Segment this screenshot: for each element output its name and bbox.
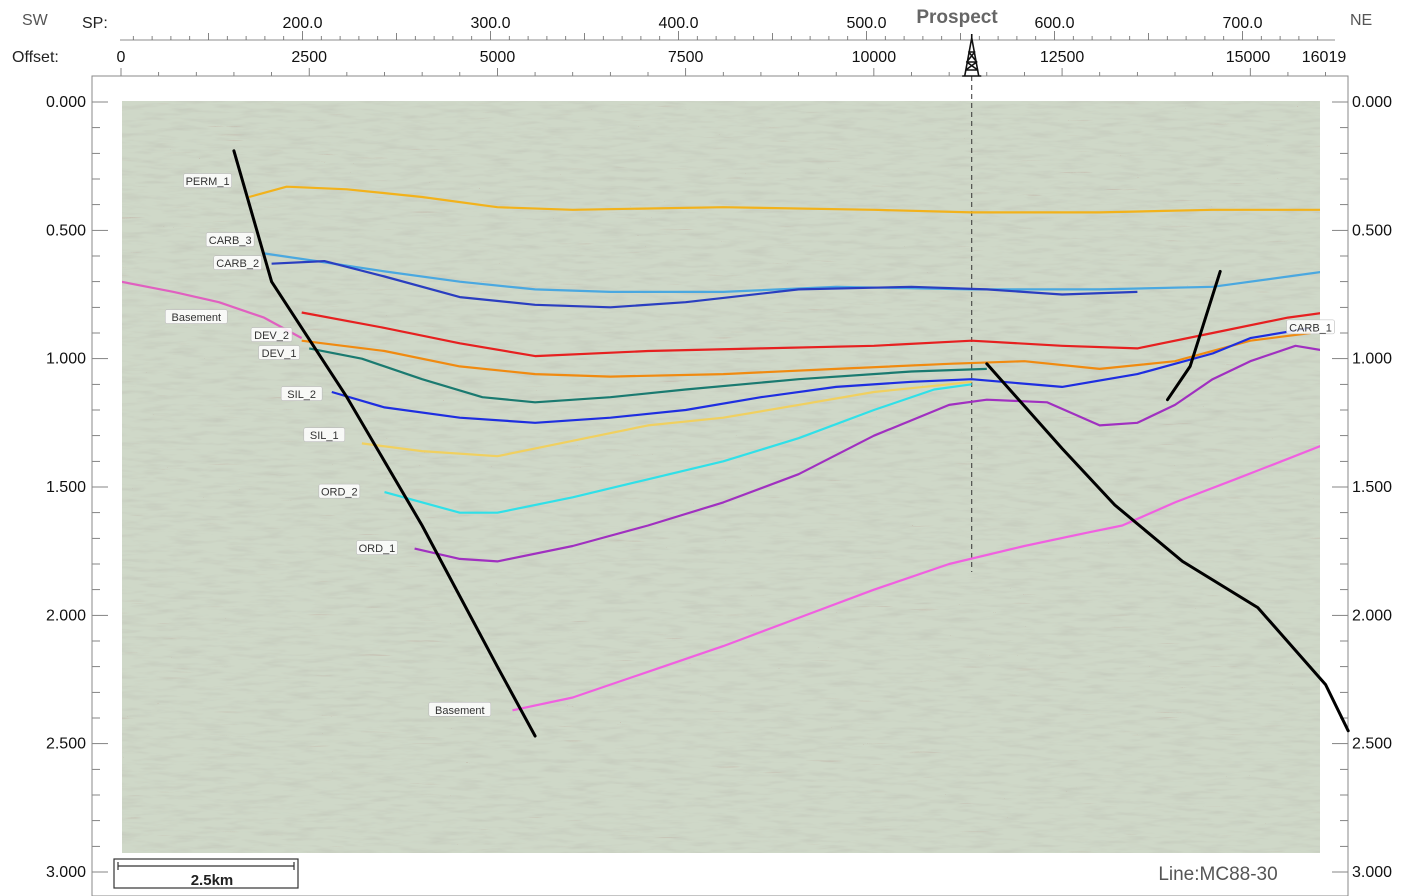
offset-tick-label: 2500: [291, 49, 327, 66]
sp-tick-label: 700.0: [1222, 15, 1262, 32]
sp-axis: 200.0 300.0 400.0 500.0 600.0 700.0: [120, 15, 1335, 41]
horizon-ord-1: [414, 344, 1320, 563]
horizon-perm-1: [248, 185, 1320, 214]
ne-label: NE: [1350, 12, 1372, 29]
time-tick-label: 1.500: [1352, 479, 1392, 496]
horizon-label-text: Basement: [172, 312, 222, 324]
horizon-label-box: [280, 386, 323, 401]
offset-axis: 0 2500 5000 7500 10000 12500 15000 16019: [117, 49, 1347, 76]
time-tick-label: 1.000: [1352, 351, 1392, 368]
horizon-label-box: [183, 173, 232, 188]
horizon-label: DEV_2: [250, 327, 293, 342]
sp-tick-label: 200.0: [282, 15, 322, 32]
horizon-label-box: [258, 345, 300, 360]
time-tick-label: 0.500: [1352, 222, 1392, 239]
sp-tick-label: 400.0: [658, 15, 698, 32]
horizon-label-box: [303, 427, 346, 442]
time-tick-label: 0.000: [46, 94, 86, 111]
horizon-label-box: [1286, 319, 1335, 335]
horizon-label-box: [205, 232, 255, 247]
horizon-label-box: [318, 483, 361, 499]
offset-tick-label: 16019: [1302, 49, 1347, 66]
horizon-label-text: SIL_1: [310, 430, 339, 442]
time-tick-label: 2.500: [1352, 736, 1392, 753]
offset-tick-label: 0: [117, 49, 126, 66]
horizon-dev-2: [301, 331, 1311, 378]
horizon-label: DEV_1: [258, 345, 300, 360]
horizon-label: SIL_1: [303, 427, 346, 442]
time-tick-label: 3.000: [46, 864, 86, 881]
horizon-label: Basement: [164, 309, 228, 324]
line-name-label: Line:MC88-30: [1158, 864, 1277, 885]
horizon-label-text: DEV_1: [262, 348, 297, 360]
time-axis-right: 0.000 0.500 1.000 1.500 2.000 2.500 3.000: [1332, 94, 1392, 881]
time-tick-label: 1.500: [46, 479, 86, 496]
horizon-label-text: ORD_1: [359, 543, 396, 555]
offset-tick-label: 5000: [480, 49, 516, 66]
offset-tick-label: 10000: [852, 49, 897, 66]
fault-northeast: [1166, 269, 1222, 402]
horizon-label-box: [356, 540, 398, 555]
horizon-label-text: SIL_2: [287, 389, 316, 401]
horizon-label-box: [213, 255, 262, 270]
seismic-background: [122, 101, 1320, 853]
time-tick-label: 2.000: [46, 607, 86, 624]
horizon-label: CARB_1: [1286, 319, 1335, 335]
sp-axis-label: SP:: [82, 15, 108, 32]
sp-tick-label: 500.0: [846, 15, 886, 32]
drilling-rig-icon: [961, 34, 982, 77]
fault-lines: [232, 149, 1350, 738]
horizon-carb-3: [263, 252, 1320, 293]
horizon-label-box: [164, 309, 228, 324]
horizon-lines: [122, 185, 1320, 712]
scale-bar-label: 2.5km: [191, 872, 234, 889]
time-tick-label: 1.000: [46, 351, 86, 368]
horizon-label: CARB_2: [213, 255, 262, 270]
horizon-label-text: CARB_2: [216, 258, 259, 270]
horizon-label: PERM_1: [183, 173, 232, 188]
horizon-label-text: ORD_2: [321, 487, 358, 499]
time-tick-label: 2.000: [1352, 607, 1392, 624]
offset-tick-label: 7500: [668, 49, 704, 66]
horizon-carb-2: [271, 260, 1138, 309]
horizon-basement-lower: [512, 444, 1320, 712]
offset-tick-label: 12500: [1040, 49, 1085, 66]
horizon-label-box: [428, 701, 492, 717]
sw-label: SW: [22, 12, 49, 29]
horizon-labels: PERM_1 CARB_3 CARB_2 Basement DEV_2 DEV_1 SIL_…: [164, 173, 1335, 717]
horizon-label: ORD_2: [318, 483, 361, 499]
sp-tick-label: 300.0: [470, 15, 510, 32]
horizon-label-text: Basement: [435, 705, 485, 717]
prospect-label: Prospect: [916, 7, 998, 28]
horizon-label-text: DEV_2: [254, 330, 289, 342]
horizon-ord-2: [384, 383, 972, 514]
sp-tick-label: 600.0: [1034, 15, 1074, 32]
time-tick-label: 0.000: [1352, 94, 1392, 111]
horizon-label-text: CARB_1: [1289, 322, 1332, 334]
horizon-label-text: CARB_3: [209, 235, 252, 247]
horizon-sil-2: [331, 326, 1311, 424]
time-tick-label: 3.000: [1352, 864, 1392, 881]
horizon-basement-upper: [122, 280, 303, 340]
horizon-label: CARB_3: [205, 232, 255, 247]
horizon-label-text: PERM_1: [186, 176, 230, 188]
section-frame: [91, 75, 1349, 896]
fault-east: [985, 362, 1350, 733]
horizon-dev-1: [308, 347, 987, 404]
offset-tick-label: 15000: [1226, 49, 1271, 66]
horizon-label: SIL_2: [280, 386, 323, 401]
scale-bar: 2.5km: [113, 858, 299, 889]
horizon-label-box: [250, 327, 293, 342]
horizon-label: Basement: [428, 701, 492, 717]
horizon-carb-1: [301, 311, 1320, 358]
time-tick-label: 2.500: [46, 736, 86, 753]
horizon-sil-1: [361, 380, 972, 458]
time-tick-label: 0.500: [46, 222, 86, 239]
time-axis-left: 0.000 0.500 1.000 1.500 2.000 2.500 3.000: [46, 94, 108, 881]
offset-axis-label: Offset:: [12, 49, 59, 66]
horizon-label: ORD_1: [356, 540, 398, 555]
fault-main-west: [232, 149, 537, 738]
